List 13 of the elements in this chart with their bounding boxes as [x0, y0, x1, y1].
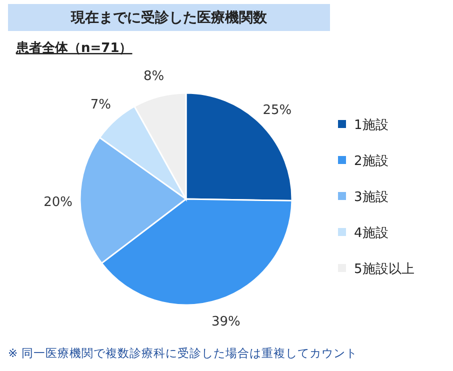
- data-label: 20%: [44, 195, 72, 210]
- text: ※ 同一医療機関で複数診療科に受診した場合は重複してカウント: [8, 346, 358, 360]
- legend-label: 5施設以上: [354, 262, 414, 277]
- data-label: 39%: [211, 314, 240, 330]
- chart-title: 現在までに受診した医療機関数: [70, 9, 268, 26]
- legend-label: 4施設: [354, 226, 388, 241]
- chart-subtitle: 患者全体（n=71）: [15, 40, 132, 56]
- legend-label: 3施設: [354, 190, 388, 205]
- data-label: 7%: [90, 98, 111, 113]
- legend-label: 1施設: [354, 118, 388, 133]
- data-label: 25%: [262, 103, 292, 118]
- data-label: 8%: [144, 69, 164, 84]
- legend-label: 2施設: [354, 154, 388, 169]
